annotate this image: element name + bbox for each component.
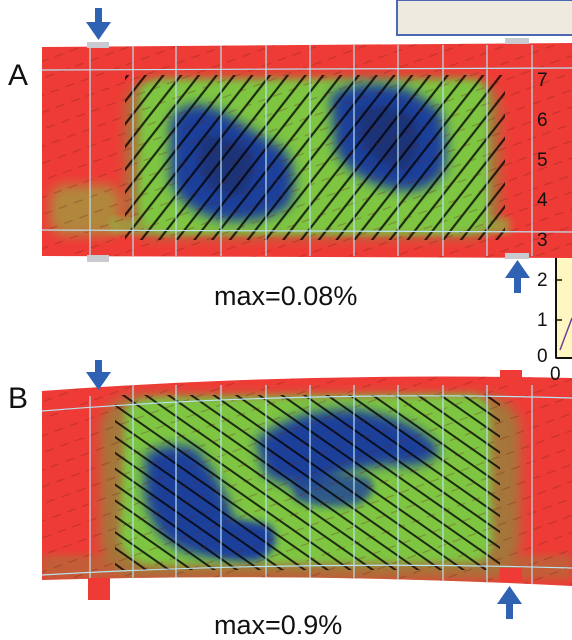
support-plate-b-top	[500, 370, 522, 384]
support-plate-b-bottom	[500, 568, 522, 582]
inset-ytick-4: 4	[537, 190, 548, 211]
arrow-icon	[86, 8, 111, 40]
inset-top-box	[396, 0, 572, 36]
inset-tick-labels: 7 6 5 4 3 2 1 0 0	[537, 70, 561, 385]
support-plate-a-bottom	[505, 253, 529, 259]
panel-label-b: B	[8, 382, 28, 415]
inset-ytick-3: 3	[537, 230, 548, 251]
load-plate-a-top	[87, 42, 109, 48]
inset-curve	[559, 317, 572, 351]
support-plate-a-top	[505, 38, 529, 44]
load-plate-b-bottom	[88, 578, 110, 600]
panel-b: B max=0.9%	[8, 360, 572, 640]
inset-xtick-0: 0	[550, 364, 561, 385]
inset-ytick-2: 2	[537, 270, 548, 291]
mesh-grid-a	[42, 45, 572, 256]
inset-ytick-1: 1	[537, 310, 548, 331]
arrow-icon	[86, 360, 111, 390]
caption-a: max=0.08%	[214, 281, 357, 311]
mesh-grid-b	[42, 385, 572, 585]
load-plate-a-bottom	[87, 255, 109, 262]
inset-ytick-6: 6	[537, 110, 548, 131]
inset-ytick-0: 0	[537, 346, 548, 367]
load-plate-b-top	[88, 388, 110, 396]
panel-label-a: A	[8, 59, 28, 92]
inset-ytick-7: 7	[537, 70, 548, 91]
arrow-icon	[497, 586, 522, 619]
caption-b: max=0.9%	[214, 610, 342, 640]
arrow-icon	[505, 260, 530, 293]
panel-a: A max=0.08%	[8, 8, 572, 311]
inset-ytick-5: 5	[537, 150, 548, 171]
